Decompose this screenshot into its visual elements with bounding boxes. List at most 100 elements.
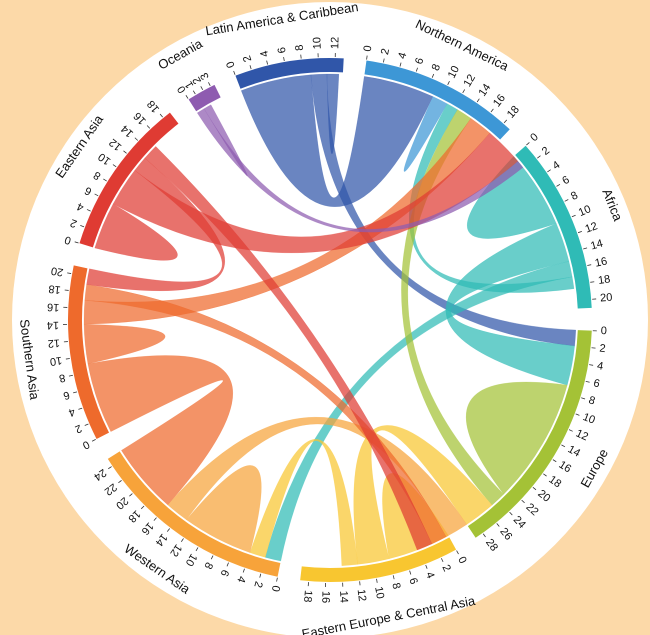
ribbon-eastern-asia-to-southern-asia <box>86 157 225 292</box>
tick-mark <box>74 241 79 244</box>
tick-mark <box>490 108 494 113</box>
tick-mark <box>73 391 78 394</box>
tick-label-latin-america-and-caribbean: 4 <box>258 49 271 58</box>
tick-mark <box>589 364 594 366</box>
tick-label-europe: 0 <box>601 325 608 337</box>
tick-mark <box>266 60 268 65</box>
tick-mark <box>552 459 557 463</box>
tick-label-europe: 28 <box>483 537 500 554</box>
tick-label-europe: 2 <box>599 343 606 356</box>
tick-mark <box>587 264 592 266</box>
tick-label-latin-america-and-caribbean: 2 <box>241 54 254 63</box>
tick-mark <box>447 81 450 85</box>
tick-label-eastern-asia: 6 <box>83 184 94 197</box>
ribbon-eastern-asia-to-eastern-asia <box>94 203 178 261</box>
tick-label-latin-america-and-caribbean: 12 <box>329 37 341 49</box>
tick-mark <box>283 56 285 62</box>
tick-label-oceania: 3 <box>198 71 211 82</box>
tick-label-eastern-europe-and-central-asia: 18 <box>301 590 314 603</box>
tick-label-africa: 20 <box>600 292 613 305</box>
tick-mark <box>496 523 500 527</box>
ribbon-eastern-europe-and-central-asia-to-western-asia <box>249 439 358 566</box>
tick-label-southern-asia: 10 <box>49 354 63 368</box>
tick-label-europe: 12 <box>574 427 590 443</box>
tick-label-europe: 16 <box>557 459 574 476</box>
tick-label-europe: 18 <box>546 474 563 491</box>
tick-mark <box>590 281 595 283</box>
tick-label-southern-asia: 18 <box>48 282 62 295</box>
ribbon-western-asia-to-europe <box>167 416 468 538</box>
tick-label-western-asia: 22 <box>102 481 119 498</box>
tick-label-latin-america-and-caribbean: 10 <box>311 37 324 50</box>
tick-label-northern-america: 2 <box>379 47 392 55</box>
ribbon-africa-to-africa <box>466 156 557 239</box>
tick-label-eastern-europe-and-central-asia: 2 <box>439 563 452 574</box>
tick-label-eastern-asia: 0 <box>63 233 72 246</box>
tick-label-africa: 10 <box>577 203 593 219</box>
tick-label-eastern-asia: 8 <box>91 169 103 182</box>
arc-western-asia <box>107 451 281 577</box>
tick-mark <box>431 73 435 78</box>
tick-label-northern-america: 10 <box>446 64 462 80</box>
tick-label-eastern-asia: 10 <box>96 150 113 167</box>
tick-mark <box>409 570 412 575</box>
tick-mark <box>521 499 525 504</box>
tick-mark <box>441 558 444 563</box>
ribbon-southern-asia-to-western-asia <box>87 355 234 506</box>
tick-label-eastern-asia: 18 <box>145 98 162 115</box>
tick-mark <box>108 466 112 470</box>
tick-label-eastern-europe-and-central-asia: 12 <box>355 589 368 603</box>
tick-mark <box>482 533 486 538</box>
ribbon-oceania-to-oceania <box>203 104 248 177</box>
tick-label-northern-america: 12 <box>461 72 478 89</box>
tick-label-southern-asia: 14 <box>47 319 59 331</box>
tick-mark <box>242 568 245 573</box>
ribbon-latin-america-and-caribbean-to-northern-america <box>240 74 434 208</box>
tick-label-europe: 4 <box>596 360 604 373</box>
tick-mark <box>415 67 418 72</box>
tick-label-eastern-europe-and-central-asia: 10 <box>372 586 386 600</box>
ribbon-eastern-asia-to-europe <box>144 145 433 551</box>
tick-label-latin-america-and-caribbean: 0 <box>224 59 237 69</box>
arc-oceania <box>188 84 221 112</box>
tick-mark <box>226 562 229 567</box>
tick-mark <box>210 555 214 560</box>
tick-mark <box>556 183 561 187</box>
ribbon-latin-america-and-caribbean-to-latin-america-and-caribbean <box>326 73 340 154</box>
tick-mark <box>462 89 466 94</box>
ribbon-europe-to-northern-america <box>401 109 505 506</box>
tick-mark <box>146 125 151 129</box>
tick-label-western-asia: 12 <box>167 542 184 559</box>
tick-label-northern-america: 8 <box>430 62 443 72</box>
tick-label-eastern-europe-and-central-asia: 16 <box>319 591 331 603</box>
tick-mark <box>112 164 117 168</box>
tick-label-western-asia: 14 <box>153 531 170 548</box>
tick-label-southern-asia: 8 <box>58 371 67 384</box>
tick-mark <box>543 473 547 477</box>
tick-mark <box>86 209 91 212</box>
tick-mark <box>583 247 588 250</box>
tick-label-europe: 20 <box>535 488 552 505</box>
tick-label-africa: 16 <box>594 255 608 269</box>
tick-mark <box>91 439 96 442</box>
tick-label-southern-asia: 20 <box>50 264 64 278</box>
tick-mark <box>166 528 171 532</box>
tick-label-oceania: 0 <box>175 84 188 96</box>
tick-label-northern-america: 6 <box>413 56 426 66</box>
tick-label-oceania: 1 <box>183 79 196 90</box>
ribbon-southern-asia-to-europe <box>84 284 447 545</box>
arc-latin-america-and-caribbean <box>235 58 344 89</box>
tick-label-northern-america: 16 <box>491 92 508 109</box>
tick-mark <box>575 413 580 416</box>
tick-mark <box>159 113 163 118</box>
ribbon-europe-to-europe <box>466 381 568 495</box>
tick-mark <box>153 517 157 521</box>
tick-label-africa: 14 <box>589 238 604 253</box>
tick-label-western-asia: 24 <box>91 466 108 483</box>
tick-mark <box>399 62 402 67</box>
tick-mark <box>67 272 72 274</box>
tick-mark <box>185 95 189 99</box>
tick-mark <box>78 407 83 410</box>
tick-mark <box>84 423 89 426</box>
